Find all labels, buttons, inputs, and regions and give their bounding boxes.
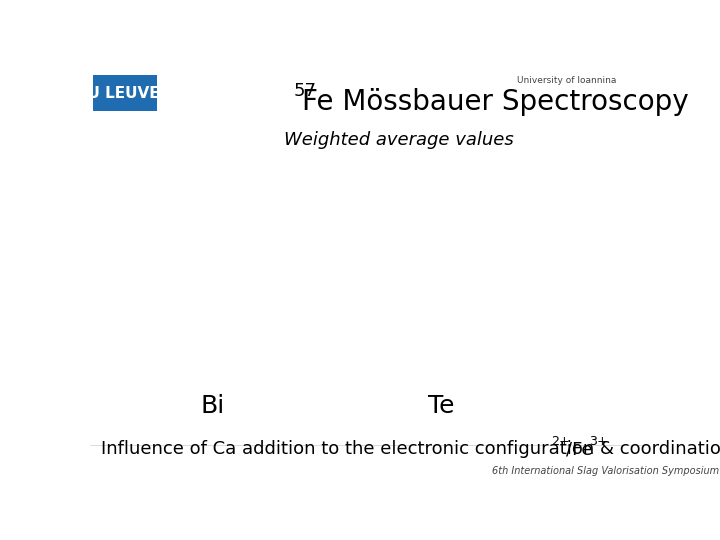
Text: Influence of Ca addition to the electronic configuration & coordination of Fe: Influence of Ca addition to the electron… xyxy=(101,441,720,458)
Text: Bi: Bi xyxy=(201,394,225,418)
Text: Te: Te xyxy=(428,394,455,418)
Text: 2+: 2+ xyxy=(552,435,570,448)
Text: KU LEUVEN: KU LEUVEN xyxy=(76,85,173,100)
Text: University of Ioannina: University of Ioannina xyxy=(518,76,617,85)
Text: 6th International Slag Valorisation Symposium: 6th International Slag Valorisation Symp… xyxy=(492,465,719,476)
Text: Fe Mössbauer Spectroscopy: Fe Mössbauer Spectroscopy xyxy=(302,88,688,116)
Text: /Fe: /Fe xyxy=(566,441,593,458)
Text: 3+: 3+ xyxy=(590,435,608,448)
FancyBboxPatch shape xyxy=(93,75,157,111)
Text: 57: 57 xyxy=(294,83,317,100)
Text: Weighted average values: Weighted average values xyxy=(284,131,514,149)
